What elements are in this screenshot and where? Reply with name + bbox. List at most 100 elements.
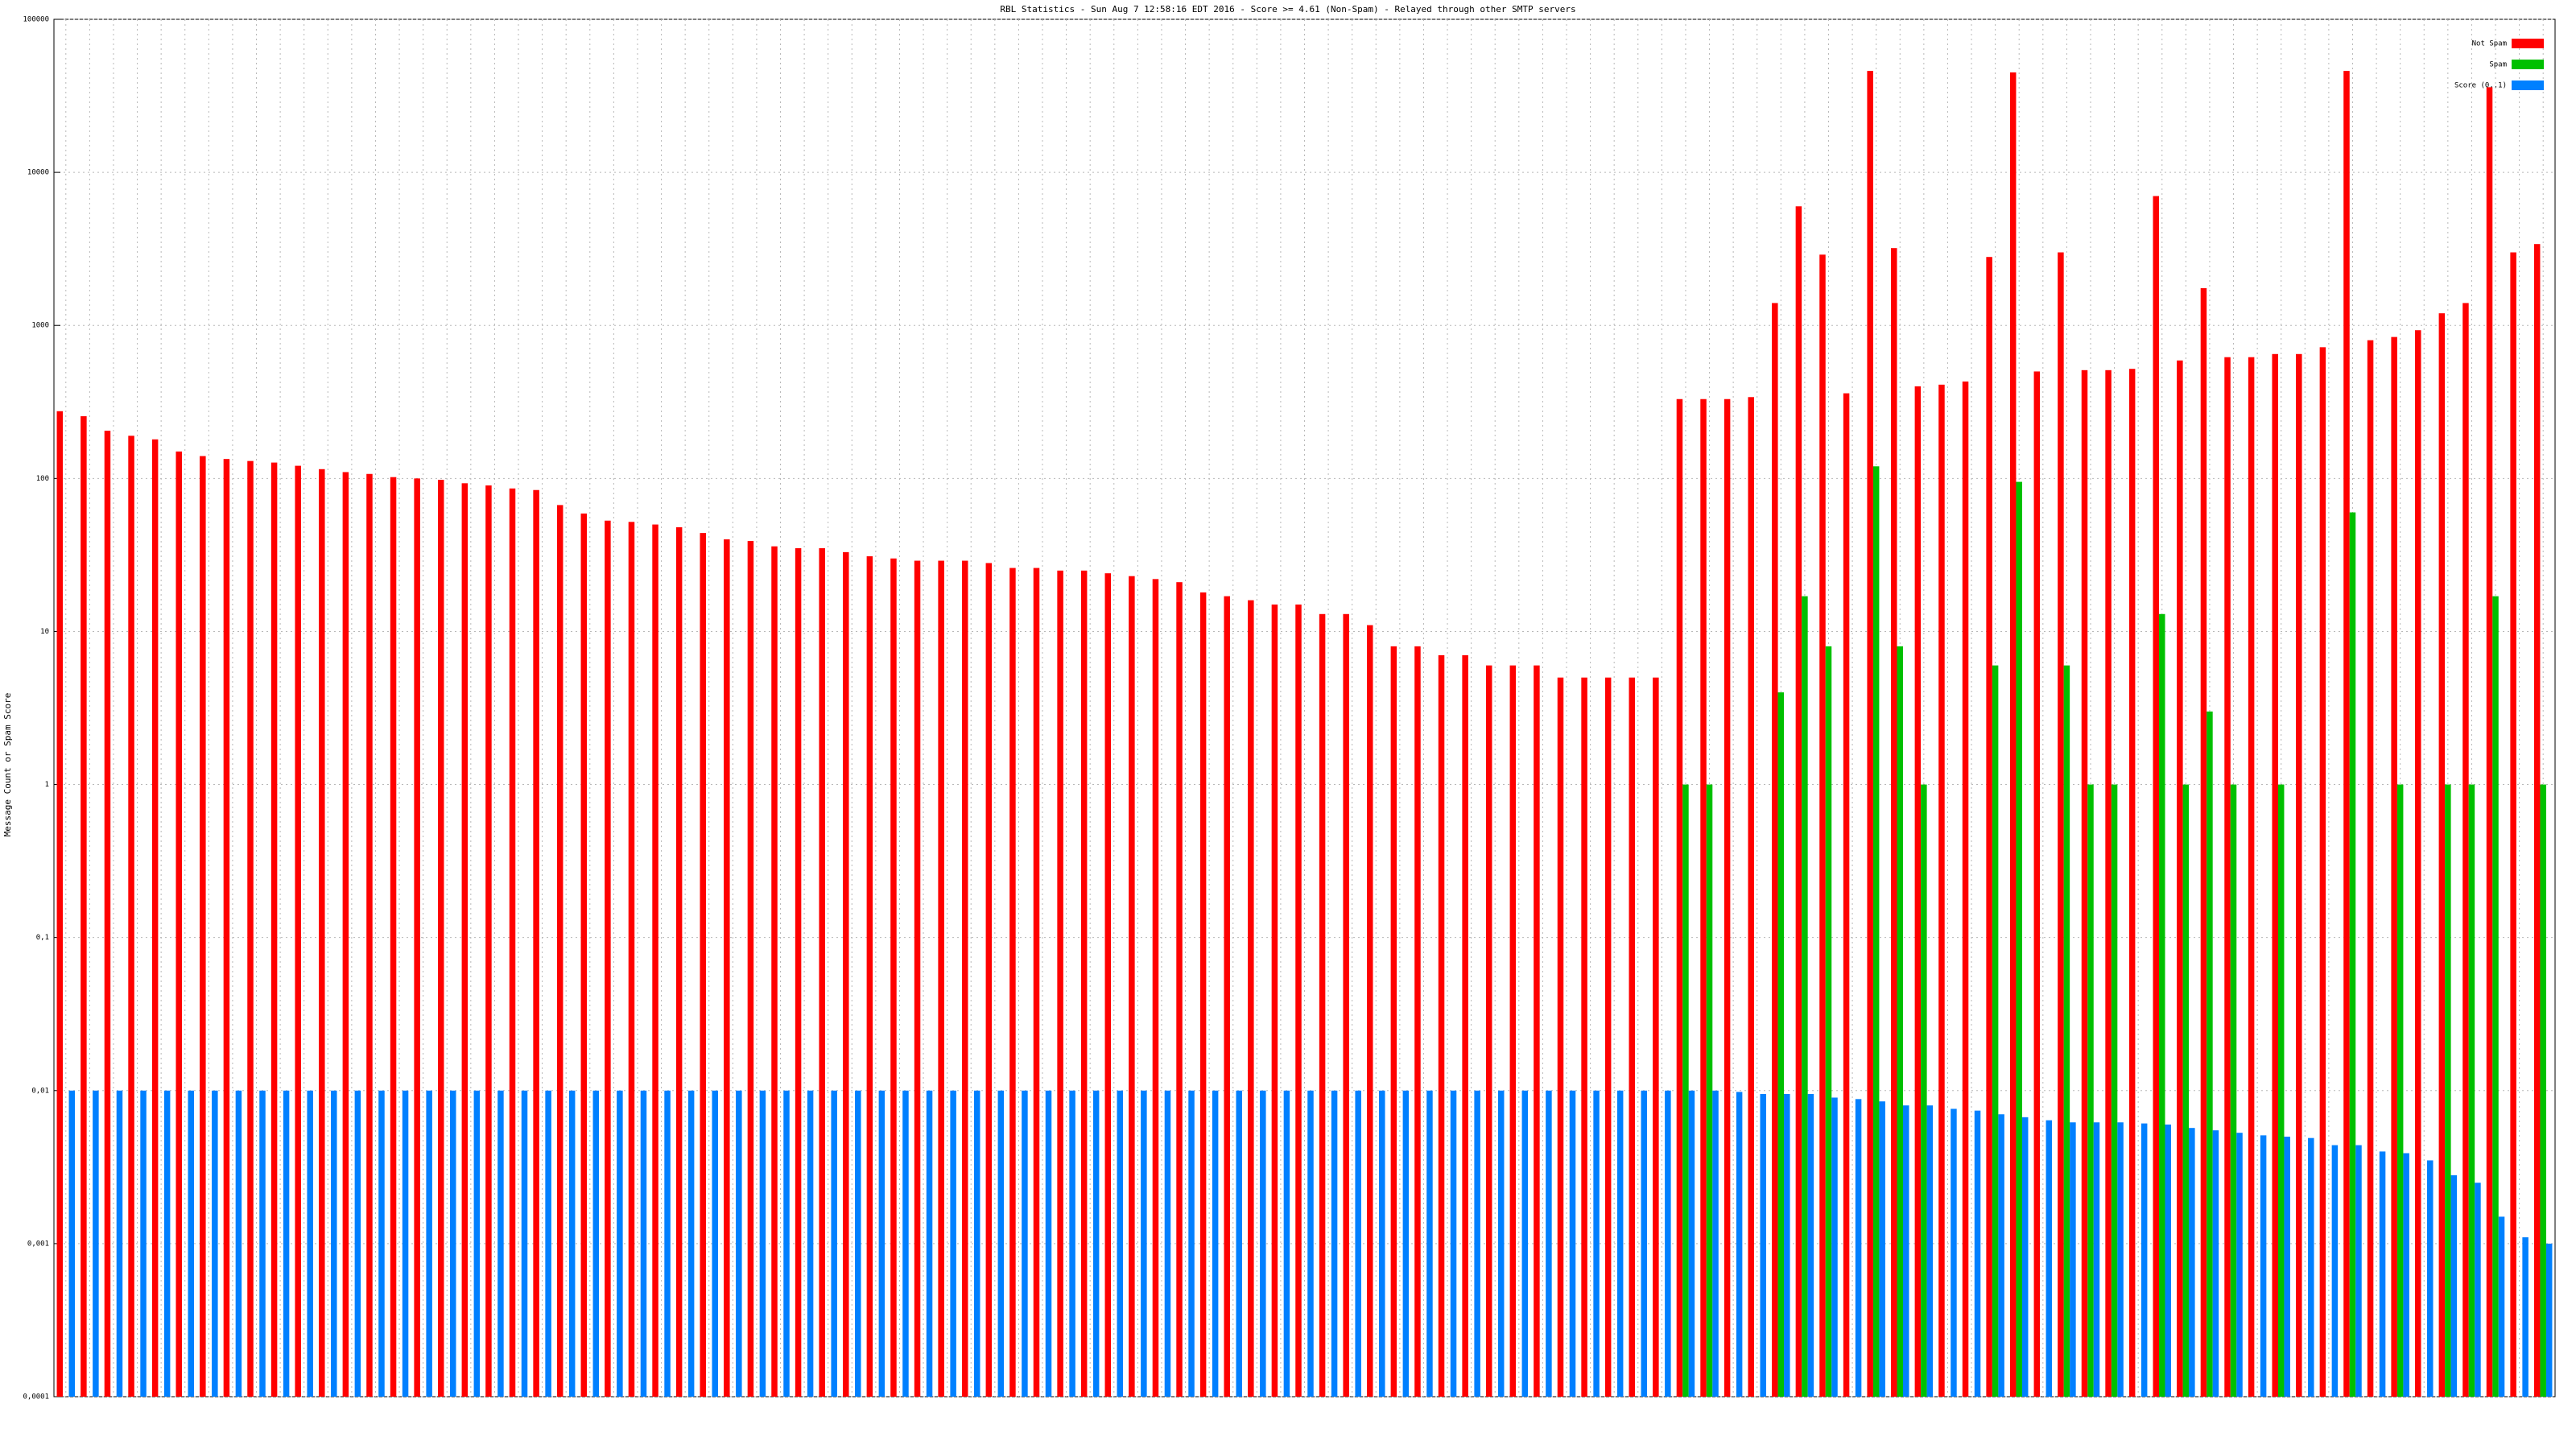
bar <box>2140 1123 2148 1397</box>
chart-title: RBL Statistics - Sun Aug 7 12:58:16 EDT … <box>1000 4 1575 14</box>
bar <box>545 1090 551 1397</box>
bar <box>2343 71 2350 1397</box>
bar <box>2177 360 2183 1397</box>
bar <box>307 1090 313 1397</box>
bar <box>1700 398 1707 1397</box>
bar <box>1688 1090 1695 1397</box>
bar <box>342 472 349 1397</box>
bar <box>366 473 373 1397</box>
bar <box>1521 1090 1529 1397</box>
bar <box>973 1090 980 1397</box>
bar <box>1897 646 1904 1397</box>
bar <box>354 1090 361 1397</box>
bar <box>2331 1145 2339 1397</box>
bar <box>2021 1117 2029 1397</box>
bar <box>1307 1090 1314 1397</box>
bar <box>1509 665 1517 1397</box>
bar <box>1986 257 1992 1397</box>
y-tick-label: 1000 <box>31 322 49 330</box>
bar <box>878 1090 886 1397</box>
bar <box>1319 613 1326 1397</box>
bar <box>831 1090 837 1397</box>
bar <box>212 1090 218 1397</box>
bar <box>270 462 278 1397</box>
bar <box>1867 71 1873 1397</box>
bar <box>1593 1090 1600 1397</box>
y-tick-label: 10 <box>40 628 49 636</box>
bar <box>1390 646 1397 1397</box>
bar <box>605 520 611 1397</box>
bar <box>1569 1090 1576 1397</box>
bar <box>807 1090 814 1397</box>
bar <box>2189 1128 2195 1397</box>
bar <box>1199 592 1207 1397</box>
bar <box>2033 371 2041 1397</box>
bar <box>736 1090 742 1397</box>
bar <box>1962 381 1969 1397</box>
y-axis-label: Message Count or Spam Score <box>2 693 13 837</box>
bar <box>1022 1090 1028 1397</box>
bar <box>1653 677 1659 1397</box>
legend-swatch <box>2512 80 2544 90</box>
bar <box>1921 784 1927 1397</box>
bar <box>2081 369 2088 1397</box>
bar <box>1045 1090 1052 1397</box>
bar <box>437 480 444 1397</box>
bar <box>2379 1151 2386 1397</box>
y-tick-label: 0,01 <box>31 1087 49 1095</box>
bar <box>2117 1122 2124 1397</box>
bar <box>1712 1090 1719 1397</box>
bar <box>2284 1137 2290 1397</box>
bar <box>2272 353 2278 1397</box>
bar <box>461 483 469 1397</box>
bar <box>2260 1135 2267 1397</box>
bar <box>950 1090 956 1397</box>
bar <box>2391 336 2397 1397</box>
bar <box>2445 784 2451 1397</box>
bar <box>1581 677 1587 1397</box>
bar <box>1665 1090 1671 1397</box>
bar <box>1772 303 1778 1397</box>
bar <box>2450 1174 2458 1397</box>
bar <box>675 526 683 1397</box>
bar <box>985 563 993 1397</box>
bar <box>2475 1183 2481 1397</box>
bar <box>1438 654 1445 1397</box>
bar <box>890 558 897 1397</box>
bar <box>1379 1090 1385 1397</box>
bar <box>1402 1090 1410 1397</box>
bar <box>223 459 230 1397</box>
bar <box>2087 784 2094 1397</box>
bar <box>1855 1099 1862 1397</box>
bar <box>819 548 825 1397</box>
bar <box>2200 288 2207 1397</box>
bar <box>378 1090 385 1397</box>
bar <box>2355 1145 2362 1397</box>
bar <box>902 1090 909 1397</box>
bar <box>259 1090 266 1397</box>
bar <box>331 1090 337 1397</box>
bar <box>1497 1090 1505 1397</box>
bar <box>759 1090 766 1397</box>
bar <box>1355 1090 1361 1397</box>
bar <box>1819 254 1826 1397</box>
legend-label: Score (0..1) <box>2454 82 2507 90</box>
bar <box>2046 1120 2053 1397</box>
legend-swatch <box>2512 39 2544 48</box>
bar <box>1080 570 1088 1397</box>
bar <box>1367 625 1373 1397</box>
y-tick-label: 100 <box>36 475 49 483</box>
bar <box>283 1090 290 1397</box>
bar <box>80 416 87 1397</box>
bar <box>1271 604 1278 1397</box>
bar <box>771 546 778 1397</box>
bar <box>926 1090 933 1397</box>
bar <box>2236 1133 2243 1397</box>
bar <box>843 551 849 1397</box>
bar <box>1152 579 1159 1397</box>
bar <box>1224 596 1230 1397</box>
bar <box>1534 665 1540 1397</box>
bar <box>1141 1090 1147 1397</box>
bar <box>592 1090 600 1397</box>
